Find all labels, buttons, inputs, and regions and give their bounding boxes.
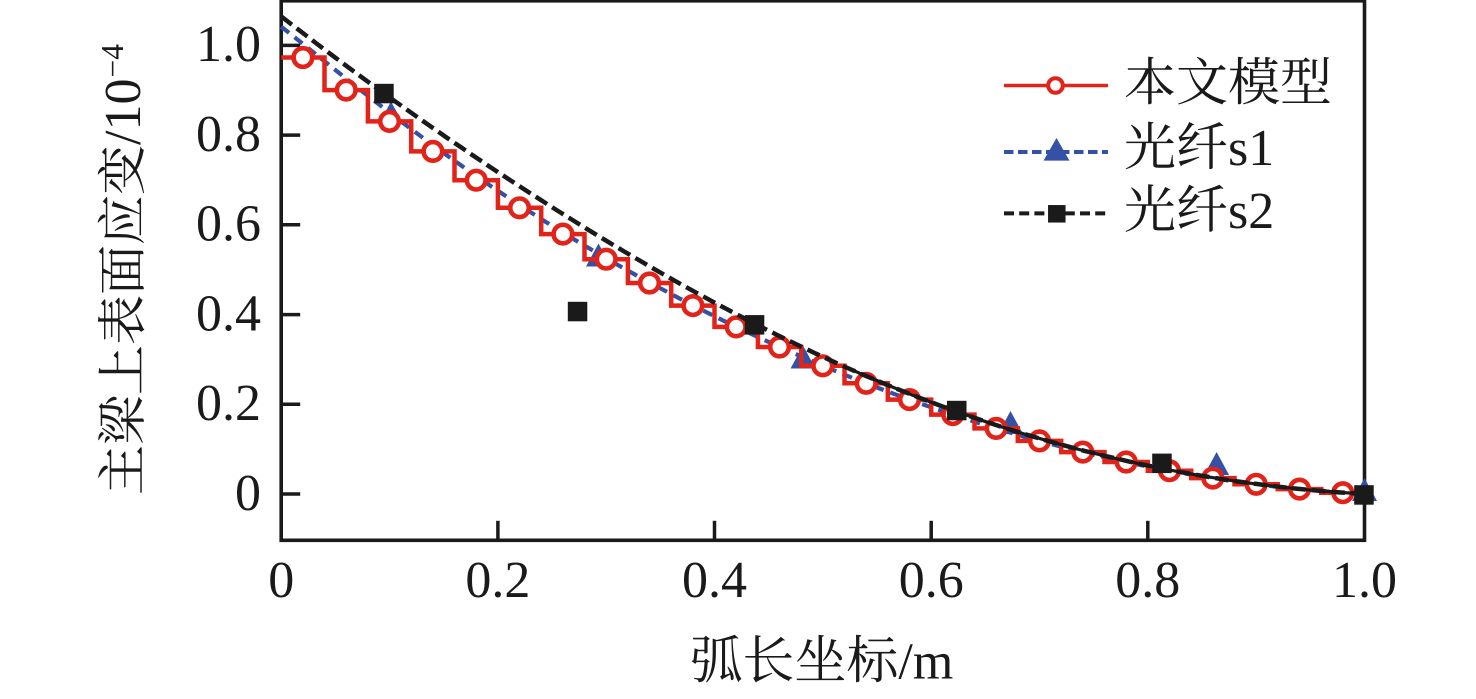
- svg-text:/10: /10: [95, 79, 152, 145]
- svg-text:s1: s1: [1228, 120, 1274, 177]
- svg-text:0.6: 0.6: [196, 196, 261, 253]
- svg-text:1.0: 1.0: [196, 16, 261, 73]
- svg-text:0: 0: [268, 552, 294, 609]
- svg-text:0.4: 0.4: [196, 285, 261, 342]
- svg-text:0.8: 0.8: [1115, 552, 1180, 609]
- svg-text:−4: −4: [95, 44, 130, 78]
- svg-text:0.2: 0.2: [465, 552, 530, 609]
- svg-text:1.0: 1.0: [1332, 552, 1397, 609]
- svg-text:s2: s2: [1228, 183, 1274, 240]
- svg-text:/m: /m: [898, 633, 953, 690]
- svg-text:0.6: 0.6: [899, 552, 964, 609]
- svg-text:0: 0: [235, 465, 261, 522]
- svg-text:0.4: 0.4: [682, 552, 747, 609]
- svg-text:0.8: 0.8: [196, 106, 261, 163]
- svg-text:0.2: 0.2: [196, 375, 261, 432]
